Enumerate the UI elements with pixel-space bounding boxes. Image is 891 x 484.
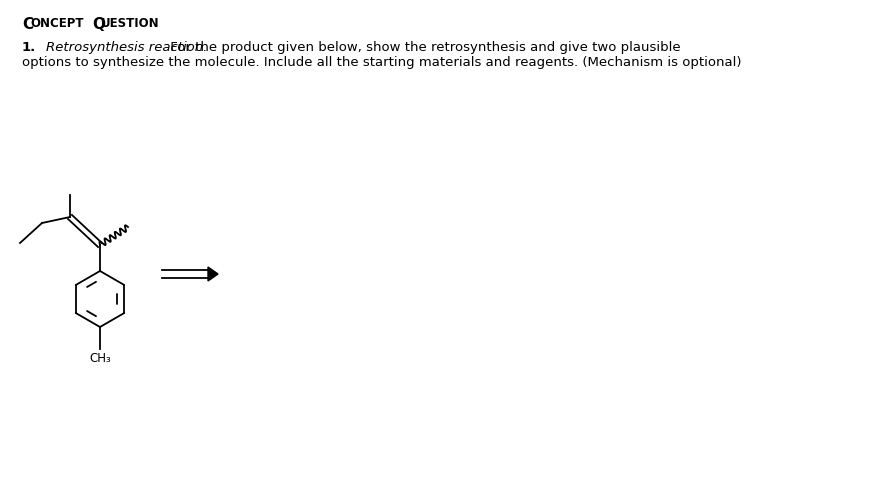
Text: ONCEPT: ONCEPT xyxy=(30,17,84,30)
Text: Q: Q xyxy=(92,17,105,32)
Polygon shape xyxy=(208,268,218,281)
Text: C: C xyxy=(22,17,33,32)
Text: options to synthesize the molecule. Include all the starting materials and reage: options to synthesize the molecule. Incl… xyxy=(22,56,741,69)
Text: 1.: 1. xyxy=(22,41,37,54)
Text: UESTION: UESTION xyxy=(101,17,159,30)
Text: Retrosynthesis reaction.: Retrosynthesis reaction. xyxy=(46,41,208,54)
Text: For the product given below, show the retrosynthesis and give two plausible: For the product given below, show the re… xyxy=(166,41,681,54)
Text: CH₃: CH₃ xyxy=(89,351,110,364)
